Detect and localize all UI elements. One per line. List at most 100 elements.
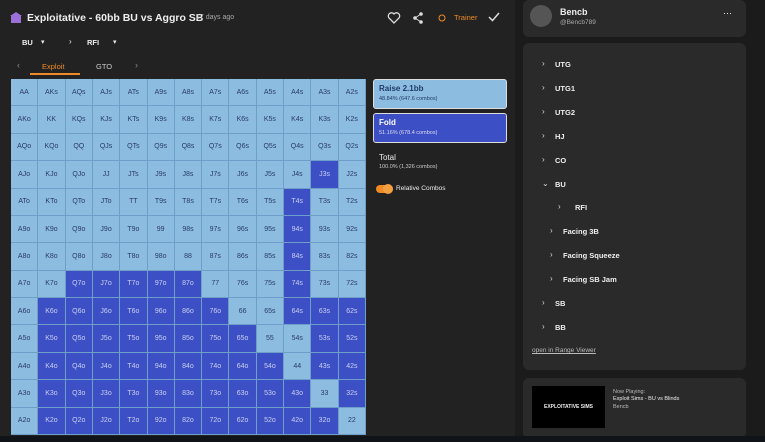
hand-cell[interactable]: Q5o (65, 325, 93, 353)
hand-cell[interactable]: 62s (338, 298, 366, 326)
hand-cell[interactable]: 82o (174, 407, 203, 435)
hand-cell[interactable]: T5s (256, 188, 285, 216)
hand-cell[interactable]: T9o (120, 215, 148, 244)
tab-next[interactable]: › (135, 60, 138, 70)
hand-cell[interactable]: 64s (284, 298, 312, 326)
action-select[interactable]: RFI (87, 38, 100, 47)
hand-cell[interactable]: 88 (174, 243, 203, 271)
tree-item[interactable]: Facing Squeeze (563, 251, 620, 261)
header-icons[interactable] (387, 11, 487, 25)
hand-cell[interactable]: J6s (229, 161, 257, 189)
hand-cell[interactable]: 66 (229, 298, 257, 326)
menu-icon[interactable]: ⋯ (723, 8, 732, 18)
hand-cell[interactable]: T7o (120, 270, 148, 299)
hand-cell[interactable]: 97s (202, 215, 230, 244)
tree-item[interactable]: HJ (555, 131, 565, 141)
hand-cell[interactable]: T6o (120, 298, 148, 326)
hand-cell[interactable]: QJo (65, 161, 93, 189)
tree-item[interactable]: CO (555, 155, 567, 165)
hand-cell[interactable]: 76s (229, 270, 257, 299)
hand-cell[interactable]: T8o (120, 243, 148, 271)
hand-cell[interactable]: J4o (92, 352, 121, 381)
hand-cell[interactable]: T2s (338, 188, 366, 216)
hand-cell[interactable]: K4o (38, 352, 66, 381)
hand-cell[interactable]: 65s (256, 298, 285, 326)
hand-cell[interactable]: Q4o (65, 352, 93, 381)
hand-cell[interactable]: 76o (202, 298, 230, 326)
hand-cell[interactable]: K7s (202, 106, 230, 134)
hand-cell[interactable]: 95s (256, 215, 285, 244)
hand-cell[interactable]: A7o (11, 270, 39, 299)
tree-chevron[interactable]: › (558, 202, 561, 212)
hand-cell[interactable]: J2s (338, 161, 366, 189)
tree-item[interactable]: UTG (555, 60, 571, 69)
hand-cell[interactable]: T4s (284, 188, 312, 216)
hand-cell[interactable]: T4o (120, 352, 148, 381)
hand-cell[interactable]: 96s (229, 215, 257, 244)
hand-cell[interactable]: 52s (338, 325, 366, 353)
tab-prev[interactable]: ‹ (17, 60, 20, 70)
hand-cell[interactable]: Q4s (284, 133, 312, 162)
hand-cell[interactable]: K2o (38, 407, 66, 435)
hand-cell[interactable]: QQ (65, 133, 93, 162)
hand-cell[interactable]: J5o (92, 325, 121, 353)
tree-item[interactable]: BU (555, 179, 566, 189)
tree-chevron[interactable]: › (542, 82, 545, 92)
hand-cell[interactable]: 53s (311, 325, 339, 353)
hand-cell[interactable]: ATs (120, 79, 148, 107)
tree-chevron[interactable]: › (550, 250, 553, 260)
hand-cell[interactable]: T6s (229, 188, 257, 216)
hand-cell[interactable]: 95o (147, 325, 175, 353)
tree-item[interactable]: UTG1 (555, 83, 576, 93)
hand-cell[interactable]: 63s (311, 298, 339, 326)
hand-cell[interactable]: K4s (284, 106, 312, 134)
hand-cell[interactable]: 74s (284, 270, 312, 299)
hand-cell[interactable]: Q9o (65, 215, 93, 244)
hand-cell[interactable]: J5s (256, 161, 285, 189)
hand-cell[interactable]: 44 (284, 352, 312, 381)
hand-cell[interactable]: 22 (338, 407, 366, 435)
hand-cell[interactable]: 86s (229, 243, 257, 271)
hand-cell[interactable]: 93o (147, 380, 175, 408)
hand-cell[interactable]: A2s (338, 79, 366, 107)
hand-cell[interactable]: A7s (202, 79, 230, 107)
hand-cell[interactable]: 94s (284, 215, 312, 244)
hand-cell[interactable]: 96o (147, 298, 175, 326)
hand-cell[interactable]: A9o (11, 215, 39, 244)
hand-cell[interactable]: A6s (229, 79, 257, 107)
hand-cell[interactable]: A4s (284, 79, 312, 107)
hand-cell[interactable]: 73s (311, 270, 339, 299)
hand-cell[interactable]: Q6o (65, 298, 93, 326)
hand-cell[interactable]: 73o (202, 380, 230, 408)
hand-cell[interactable]: T7s (202, 188, 230, 216)
hand-cell[interactable]: AQo (11, 133, 39, 162)
hand-cell[interactable]: 64o (229, 352, 257, 381)
hand-cell[interactable]: J2o (92, 407, 121, 435)
toggle[interactable] (376, 184, 393, 194)
hand-cell[interactable]: QTs (120, 133, 148, 162)
hand-cell[interactable]: 72o (202, 407, 230, 435)
hand-cell[interactable]: K2s (338, 106, 366, 134)
hand-cell[interactable]: A5s (256, 79, 285, 107)
hand-cell[interactable]: 92s (338, 215, 366, 244)
position-select[interactable]: BU (22, 38, 33, 47)
hand-cell[interactable]: AJs (92, 79, 121, 107)
legend-item[interactable]: Fold 51.16% (678.4 combos) (373, 113, 507, 143)
hand-cell[interactable]: 53o (256, 380, 285, 408)
hand-cell[interactable]: KQs (65, 106, 93, 134)
hand-cell[interactable]: JTs (120, 161, 148, 189)
hand-cell[interactable]: JTo (92, 188, 121, 216)
hand-cell[interactable]: QJs (92, 133, 121, 162)
hand-cell[interactable]: A3o (11, 380, 39, 408)
hand-cell[interactable]: T3s (311, 188, 339, 216)
hand-cell[interactable]: 93s (311, 215, 339, 244)
hand-cell[interactable]: 84s (284, 243, 312, 271)
hand-cell[interactable]: 87o (174, 270, 203, 299)
hand-cell[interactable]: 94o (147, 352, 175, 381)
hand-cell[interactable]: 92o (147, 407, 175, 435)
hand-cell[interactable]: 87s (202, 243, 230, 271)
hand-cell[interactable]: K5o (38, 325, 66, 353)
hand-cell[interactable]: KQo (38, 133, 66, 162)
hand-cell[interactable]: 32s (338, 380, 366, 408)
hand-cell[interactable]: J6o (92, 298, 121, 326)
